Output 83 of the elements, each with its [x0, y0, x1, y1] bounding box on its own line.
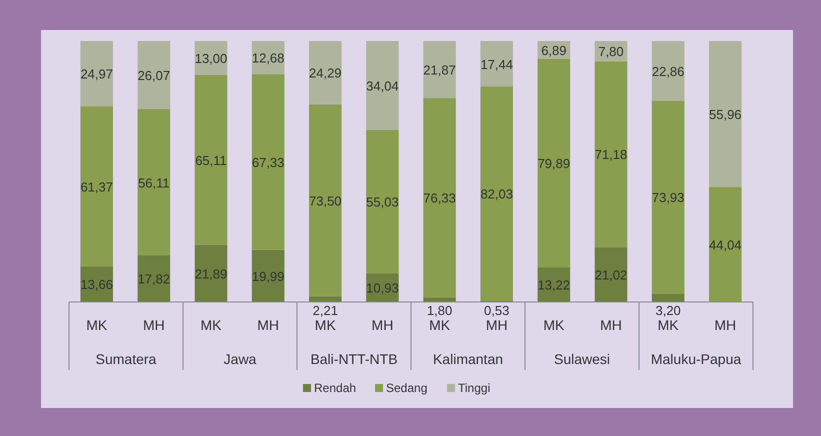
data-label: 21,89 — [194, 266, 228, 282]
bar — [709, 41, 742, 188]
data-label: 56,11 — [138, 175, 170, 190]
data-label: 55,96 — [709, 107, 742, 122]
x-tick-label: MH — [372, 317, 394, 333]
x-tick-label: MH — [600, 317, 622, 333]
data-label: 12,68 — [252, 50, 284, 66]
bar — [366, 130, 399, 274]
bar — [252, 250, 284, 302]
bar — [423, 41, 456, 98]
x-tick-label: MH — [257, 317, 280, 333]
data-label: 34,04 — [366, 78, 399, 94]
text: Sumatera — [96, 351, 157, 367]
data-label: 7,80 — [598, 44, 624, 60]
text: Sulawesi — [554, 351, 610, 367]
data-label: 19,99 — [252, 268, 284, 284]
data-label: 0,53 — [484, 303, 510, 318]
bar — [252, 74, 284, 250]
bar — [80, 41, 113, 106]
data-label: 61,37 — [80, 179, 113, 194]
x-tick-label: MK — [658, 317, 680, 333]
bar — [652, 100, 684, 294]
data-label: 65,11 — [195, 152, 227, 168]
data-label: 76,33 — [423, 190, 456, 206]
data-label: 13,00 — [194, 50, 228, 66]
x-tick-label: MH — [714, 317, 736, 333]
text: Kalimantan — [432, 351, 504, 367]
data-label: 24,29 — [309, 66, 342, 81]
bar — [80, 106, 113, 266]
data-label: 1,80 — [426, 303, 452, 318]
x-tick-label: MK — [86, 317, 108, 333]
bar — [309, 296, 342, 302]
data-label: 13,22 — [538, 278, 570, 293]
data-label: 3,20 — [655, 303, 681, 318]
x-tick-label: MK — [314, 317, 336, 333]
x-tick-label: MK — [543, 317, 566, 333]
bar — [194, 41, 228, 75]
bar — [594, 61, 628, 248]
data-label: 6,89 — [541, 42, 567, 58]
data-label: 73,93 — [652, 190, 684, 206]
text: Maluku-Papua — [650, 351, 742, 367]
bar — [423, 98, 456, 298]
legend-label: Tinggi — [458, 381, 490, 395]
x-tick-label: MK — [429, 317, 451, 333]
data-label: 2,21 — [312, 303, 338, 318]
x-tick-label: MK — [200, 317, 222, 333]
bar — [138, 255, 170, 302]
bar — [480, 86, 513, 301]
data-label: 22,86 — [652, 64, 684, 79]
bar — [538, 58, 570, 268]
bar — [194, 74, 228, 245]
data-label: 24,97 — [80, 66, 113, 82]
bar — [652, 41, 684, 101]
legend-label: Sedang — [386, 381, 428, 395]
data-label: 17,82 — [138, 272, 170, 287]
data-label: 26,07 — [138, 68, 170, 84]
legend-label: Rendah — [314, 381, 356, 395]
data-label: 55,03 — [366, 194, 399, 210]
bar — [309, 104, 342, 296]
bar — [138, 109, 170, 256]
data-label: 17,44 — [480, 56, 513, 72]
data-label: 82,03 — [480, 186, 513, 202]
data-label: 73,50 — [309, 193, 342, 208]
data-label: 13,66 — [80, 277, 113, 292]
data-label: 21,02 — [594, 268, 628, 283]
bar — [194, 244, 228, 302]
x-tick-label: MH — [142, 317, 165, 333]
x-tick-label: MH — [486, 317, 508, 333]
bar — [138, 41, 170, 110]
data-label: 44,04 — [709, 238, 742, 253]
bar — [709, 187, 742, 302]
data-label: 67,33 — [252, 154, 284, 170]
data-label: 21,87 — [423, 62, 456, 78]
text: Jawa — [224, 351, 257, 367]
bar — [594, 247, 628, 302]
data-label: 79,89 — [538, 156, 570, 172]
bar — [480, 41, 513, 87]
data-label: 71,18 — [594, 147, 628, 162]
bar — [366, 41, 399, 130]
text: Bali-NTT-NTB — [310, 351, 398, 367]
data-label: 10,93 — [366, 280, 399, 296]
bar — [309, 41, 342, 104]
bar — [652, 294, 684, 302]
